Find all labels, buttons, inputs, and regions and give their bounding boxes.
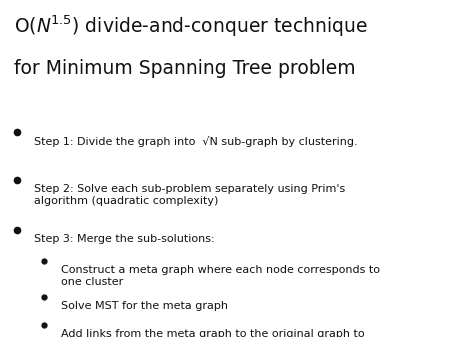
Text: Construct a meta graph where each node corresponds to
one cluster: Construct a meta graph where each node c… (61, 265, 380, 287)
Text: Step 3: Merge the sub-solutions:: Step 3: Merge the sub-solutions: (34, 234, 214, 244)
Text: Step 2: Solve each sub-problem separately using Prim's
algorithm (quadratic comp: Step 2: Solve each sub-problem separatel… (34, 184, 345, 207)
Text: Solve MST for the meta graph: Solve MST for the meta graph (61, 301, 228, 311)
Text: Add links from the meta graph to the original graph to
complete the solution: Add links from the meta graph to the ori… (61, 329, 364, 337)
Text: for Minimum Spanning Tree problem: for Minimum Spanning Tree problem (14, 59, 355, 78)
Text: Step 1: Divide the graph into  √N sub-graph by clustering.: Step 1: Divide the graph into √N sub-gra… (34, 136, 357, 148)
Text: O($\it{N}$$^{1.5}$) divide-and-conquer technique: O($\it{N}$$^{1.5}$) divide-and-conquer t… (14, 13, 367, 39)
